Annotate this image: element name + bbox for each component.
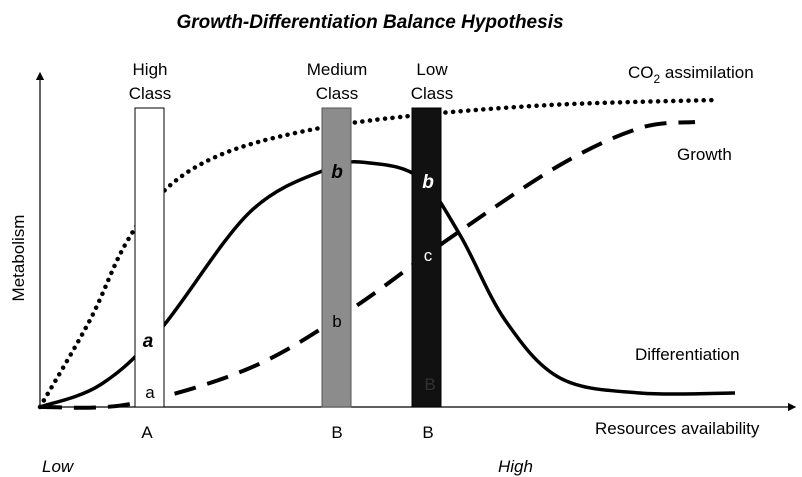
- co2-label: CO2 assimilation: [628, 63, 754, 86]
- class-label: Medium: [307, 60, 367, 79]
- class-label: High: [133, 60, 168, 79]
- bar-letter: c: [424, 246, 433, 265]
- x-axis-end-label: High: [498, 457, 533, 476]
- medium-class-bar: [321, 107, 352, 408]
- class-label: Class: [129, 84, 172, 103]
- co2-label-sub: 2: [654, 72, 661, 86]
- class-label: Low: [416, 60, 448, 79]
- y-axis-label: Metabolism: [9, 215, 28, 302]
- co2-label-text: CO: [628, 63, 654, 82]
- class-label: Class: [411, 84, 454, 103]
- differentiation-label: Differentiation: [635, 345, 740, 364]
- class-label: Class: [316, 84, 359, 103]
- category-label: B: [331, 423, 342, 442]
- growth-label: Growth: [677, 145, 732, 164]
- category-label: A: [141, 423, 153, 442]
- title: Growth-Differentiation Balance Hypothesi…: [176, 12, 563, 33]
- co2-curve: [37, 97, 718, 410]
- bar-letter: b: [332, 312, 341, 331]
- bar-letter: a: [145, 383, 155, 402]
- high-class-bar: [134, 107, 165, 408]
- bar-letter: b: [422, 172, 434, 193]
- bar-letter: a: [143, 331, 154, 352]
- x-axis-end-label: Low: [42, 457, 75, 476]
- bar-letter: b: [331, 162, 343, 183]
- bar-letter: B: [424, 375, 435, 394]
- low-class-bar: [411, 107, 442, 408]
- category-label: B: [422, 423, 433, 442]
- x-axis-label: Resources availability: [595, 419, 760, 438]
- co2-label-text: assimilation: [660, 63, 754, 82]
